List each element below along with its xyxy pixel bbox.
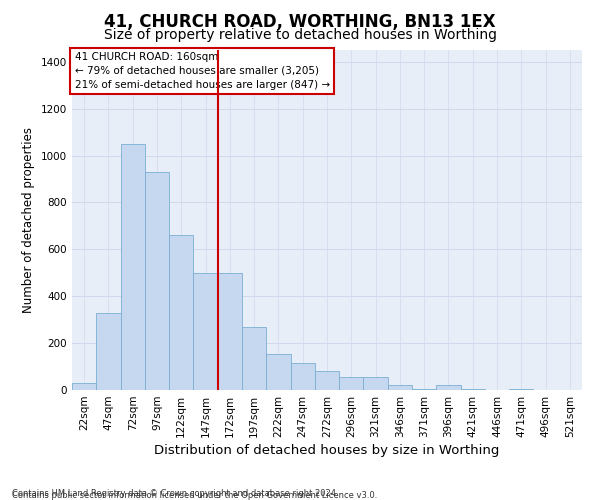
Bar xyxy=(193,273,218,390)
Bar xyxy=(218,273,242,390)
Bar xyxy=(461,389,485,390)
X-axis label: Distribution of detached houses by size in Worthing: Distribution of detached houses by size … xyxy=(154,444,500,457)
Bar xyxy=(339,377,364,390)
Bar xyxy=(242,326,266,390)
Bar xyxy=(509,389,533,390)
Bar xyxy=(145,172,169,390)
Bar xyxy=(388,386,412,390)
Bar xyxy=(290,363,315,390)
Text: Size of property relative to detached houses in Worthing: Size of property relative to detached ho… xyxy=(104,28,497,42)
Bar xyxy=(121,144,145,390)
Text: Contains HM Land Registry data © Crown copyright and database right 2024.: Contains HM Land Registry data © Crown c… xyxy=(12,488,338,498)
Text: 41, CHURCH ROAD, WORTHING, BN13 1EX: 41, CHURCH ROAD, WORTHING, BN13 1EX xyxy=(104,12,496,30)
Bar xyxy=(169,235,193,390)
Bar xyxy=(364,377,388,390)
Bar xyxy=(72,383,96,390)
Bar xyxy=(412,389,436,390)
Bar xyxy=(96,312,121,390)
Text: Contains public sector information licensed under the Open Government Licence v3: Contains public sector information licen… xyxy=(12,491,377,500)
Y-axis label: Number of detached properties: Number of detached properties xyxy=(22,127,35,313)
Bar xyxy=(266,354,290,390)
Bar xyxy=(436,386,461,390)
Bar xyxy=(315,371,339,390)
Text: 41 CHURCH ROAD: 160sqm
← 79% of detached houses are smaller (3,205)
21% of semi-: 41 CHURCH ROAD: 160sqm ← 79% of detached… xyxy=(74,52,329,90)
